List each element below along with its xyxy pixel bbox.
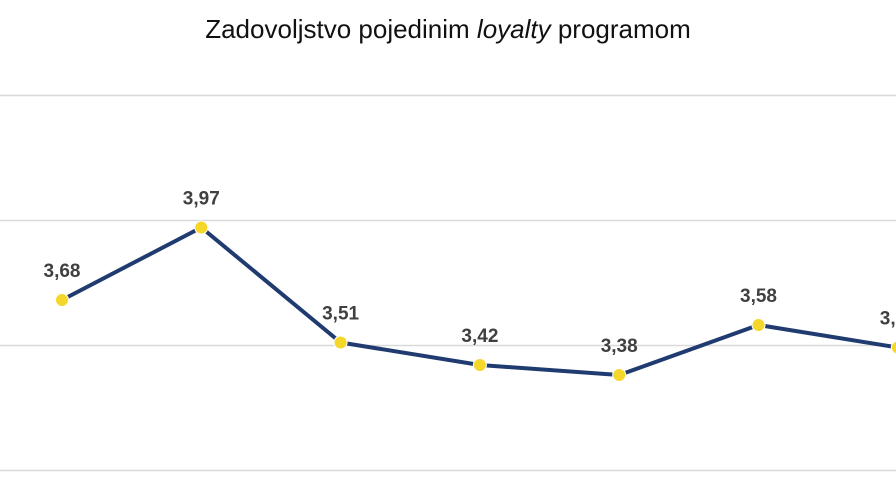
data-point <box>890 340 896 355</box>
chart-title: Zadovoljstvo pojedinim loyalty programom <box>0 14 896 45</box>
data-label: 3,58 <box>740 286 777 307</box>
data-points <box>55 220 896 382</box>
gridlines <box>0 94 896 472</box>
data-point <box>472 358 487 372</box>
data-label: 3,51 <box>322 304 359 325</box>
data-label: 3,97 <box>183 189 220 210</box>
data-label: 3,68 <box>44 261 81 282</box>
data-point <box>751 318 766 332</box>
data-label: 3, <box>880 309 896 330</box>
data-labels: 3,68 3,97 3,51 3,42 3,38 3,58 3, <box>44 189 896 358</box>
data-point <box>194 220 209 235</box>
data-point <box>612 368 627 382</box>
data-label: 3,38 <box>601 336 638 357</box>
data-point <box>55 293 69 307</box>
chart-title-end: programom <box>550 14 691 44</box>
chart-title-start: Zadovoljstvo pojedinim <box>205 14 477 44</box>
chart-title-emphasis: loyalty <box>476 14 551 44</box>
data-point <box>333 335 348 350</box>
data-label: 3,42 <box>461 326 498 347</box>
